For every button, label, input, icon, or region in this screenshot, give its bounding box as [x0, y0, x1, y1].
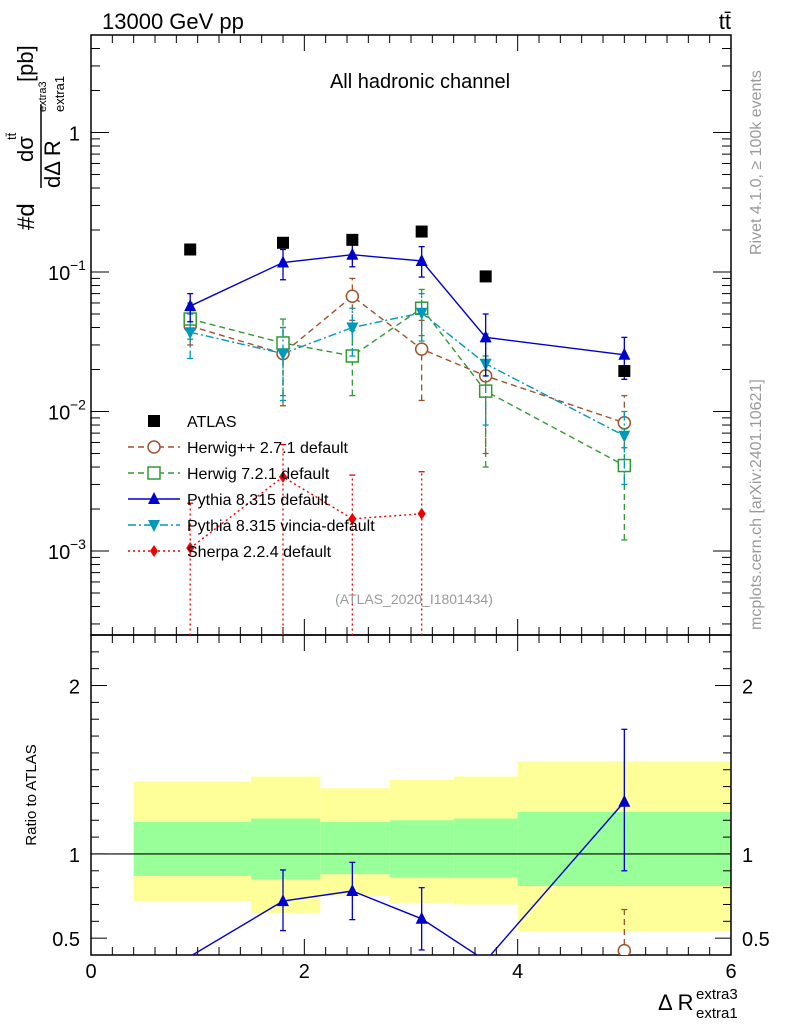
- ratio-pythia-point: [346, 884, 359, 896]
- ratio-band-green: [453, 818, 518, 878]
- main-pythia-line: [189, 254, 625, 356]
- main-sherpa-point: [417, 507, 426, 520]
- ratio-uncertainty-bands: [133, 761, 731, 932]
- ratio-band-green: [133, 821, 251, 876]
- legend-vincia-marker: [148, 520, 160, 532]
- legend-herwigpp-label: Herwig++ 2.7.1 default: [187, 440, 349, 457]
- y-label-denominator: dΔ R: [40, 140, 65, 188]
- main-sherpa-point: [186, 542, 195, 555]
- ratio-y-tick-labels: 0.5 0.5 1 1 2 2: [52, 677, 770, 952]
- main-sherpa-line: [189, 476, 422, 549]
- main-y-tick-label-exp: −2: [70, 397, 86, 413]
- main-herwigpp-point: [345, 289, 360, 304]
- main-pythia-point: [618, 347, 631, 360]
- ratio-y-tick-label-right: 1: [742, 845, 753, 867]
- legend-pythia-label: Pythia 8.315 default: [187, 492, 329, 509]
- main-sherpa-point: [279, 470, 287, 483]
- legend-pythia-marker: [148, 492, 160, 504]
- main-y-tick-label-base: 10: [48, 263, 70, 285]
- ratio-y-tick-label-right: 0.5: [742, 929, 770, 951]
- main-pythia-point: [184, 299, 197, 312]
- ratio-y-tick-label-right: 2: [742, 677, 753, 699]
- main-plot-data: [183, 225, 632, 635]
- legend-herwigpp-marker: [147, 440, 161, 454]
- analysis-watermark: (ATLAS_2020_I1801434): [335, 591, 493, 607]
- main-y-axis-label: #d dσ tt̄ dΔ R extra1 extra3 [pb]: [4, 45, 67, 230]
- process-label: tt̄: [719, 9, 731, 34]
- ratio-pythia-point: [415, 911, 428, 924]
- legend-sherpa-marker: [150, 545, 158, 557]
- main-vincia-point: [618, 430, 631, 443]
- ratio-y-axis-label: Ratio to ATLAS: [23, 744, 40, 845]
- legend: ATLAS Herwig++ 2.7.1 default Herwig 7.2.1 …: [128, 414, 375, 561]
- ratio-y-tick-label-left: 2: [69, 677, 80, 699]
- legend-atlas-marker: [148, 415, 160, 427]
- ratio-y-tick-label-left: 1: [69, 845, 80, 867]
- x-label-main: Δ R: [658, 990, 693, 1015]
- x-label-sup: extra3: [696, 986, 738, 1003]
- ratio-pythia-point: [618, 794, 631, 807]
- y-label-numerator: dσ: [13, 136, 38, 162]
- axis-ticks: [90, 34, 732, 955]
- main-herwig7-line: [190, 307, 625, 467]
- y-label-denominator-sup: extra3: [37, 81, 49, 112]
- x-tick-label: 6: [725, 961, 736, 983]
- plot-title: All hadronic channel: [330, 71, 510, 93]
- x-axis-label: Δ R extra3 extra1: [658, 986, 738, 1022]
- main-y-tick-labels: 10 −310 −210 −11: [48, 124, 86, 565]
- legend-atlas-label: ATLAS: [187, 414, 237, 431]
- main-pythia-point: [479, 330, 492, 343]
- legend-herwig7-label: Herwig 7.2.1 default: [187, 466, 330, 483]
- ratio-pythia-line: [191, 801, 625, 955]
- y-label-prefix: #d: [13, 203, 40, 230]
- main-pythia-point: [277, 255, 289, 268]
- main-atlas-point: [346, 233, 359, 246]
- main-atlas-point: [479, 270, 492, 283]
- main-sherpa-point: [348, 512, 357, 525]
- x-label-sub: extra1: [696, 1005, 738, 1022]
- main-herwigpp-line: [190, 295, 625, 424]
- main-atlas-point: [618, 365, 631, 378]
- rivet-version-label: Rivet 4.1.0, ≥ 100k events: [748, 70, 765, 255]
- ratio-band-green: [320, 821, 390, 875]
- main-y-tick-label-exp: −3: [70, 536, 86, 552]
- main-y-tick-label-base: 10: [48, 542, 70, 564]
- main-vincia-point: [346, 322, 359, 335]
- main-vincia-line: [190, 312, 625, 437]
- x-tick-label: 4: [512, 961, 523, 983]
- main-pythia-point: [346, 247, 359, 260]
- ratio-plot-data: [191, 728, 632, 955]
- y-label-unit: [pb]: [13, 45, 38, 82]
- ratio-band-green: [251, 818, 321, 880]
- main-atlas-point: [184, 243, 197, 256]
- main-pythia-point: [415, 253, 428, 266]
- main-y-tick-label-base: 10: [48, 403, 70, 425]
- mcplots-source-label: mcplots.cern.ch [arXiv:2401.10621]: [748, 379, 765, 630]
- ratio-pythia-point: [277, 894, 289, 907]
- ratio-band-green: [389, 820, 454, 878]
- collision-energy-label: 13000 GeV pp: [102, 9, 244, 34]
- ratio-herwigpp-point: [617, 943, 632, 955]
- y-label-numerator-sup: tt̄: [4, 132, 19, 140]
- x-tick-label: 0: [85, 961, 96, 983]
- legend-herwig7-marker: [147, 466, 161, 480]
- legend-sherpa-label: Sherpa 2.2.4 default: [187, 544, 332, 561]
- main-y-tick-label: 1: [69, 124, 80, 146]
- main-vincia-point: [277, 348, 289, 361]
- ratio-y-tick-label-left: 0.5: [52, 929, 80, 951]
- main-atlas-point: [277, 236, 289, 249]
- x-tick-label: 2: [299, 961, 310, 983]
- main-herwigpp-point: [414, 342, 429, 356]
- main-y-tick-label-exp: −1: [70, 257, 86, 273]
- main-atlas-point: [415, 225, 428, 238]
- x-tick-labels: 0 2 4 6: [85, 961, 736, 983]
- y-label-denominator-sub: extra1: [52, 76, 67, 112]
- main-vincia-point: [415, 307, 428, 320]
- legend-vincia-label: Pythia 8.315 vincia-default: [187, 518, 375, 535]
- main-vincia-point: [184, 327, 197, 340]
